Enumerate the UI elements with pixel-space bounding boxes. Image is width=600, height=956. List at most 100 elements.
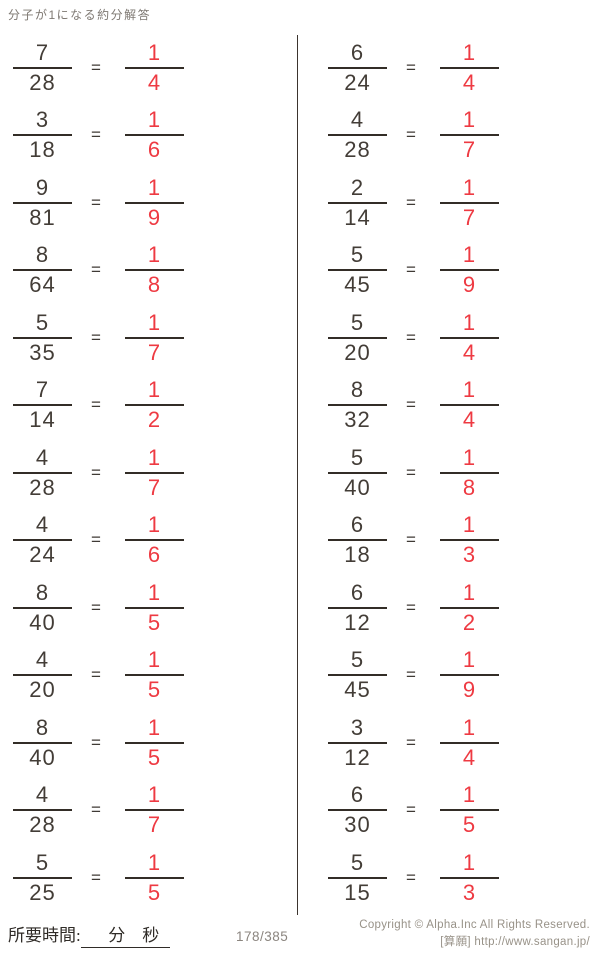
- problem-denominator: 28: [29, 474, 56, 500]
- fraction-bar: [328, 269, 387, 272]
- fraction-bar: [124, 134, 184, 137]
- problem-denominator: 15: [344, 879, 371, 905]
- problem-row: 4 28 = 1 7: [297, 102, 600, 170]
- time-required-label: 所要時間:: [8, 926, 81, 945]
- answer-fraction: 1 5: [439, 781, 499, 839]
- problem-numerator: 6: [350, 579, 365, 605]
- problem-denominator: 14: [344, 204, 371, 230]
- problem-row: 5 45 = 1 9: [297, 642, 600, 710]
- problem-denominator: 28: [344, 137, 371, 163]
- answer-denominator: 9: [462, 272, 477, 298]
- problem-fraction: 4 24: [13, 511, 72, 569]
- problem-row: 5 45 = 1 9: [297, 237, 600, 305]
- fraction-bar: [13, 404, 72, 407]
- fraction-bar: [13, 66, 72, 69]
- copyright-line: Copyright © Alpha.Inc All Rights Reserve…: [359, 919, 590, 931]
- site-url-line: [算願] http://www.sangan.jp/: [440, 936, 590, 948]
- problem-denominator: 40: [344, 474, 371, 500]
- fraction-bar: [13, 471, 72, 474]
- answer-fraction: 1 5: [124, 579, 184, 637]
- problem-denominator: 14: [29, 407, 56, 433]
- problem-fraction: 5 35: [13, 309, 72, 367]
- fraction-bar: [124, 269, 184, 272]
- answer-denominator: 8: [462, 474, 477, 500]
- answer-fraction: 1 3: [439, 849, 499, 907]
- answer-denominator: 4: [462, 407, 477, 433]
- fraction-bar: [13, 674, 72, 677]
- problem-fraction: 8 64: [13, 241, 72, 299]
- problem-denominator: 81: [29, 204, 56, 230]
- fraction-bar: [13, 269, 72, 272]
- problem-numerator: 4: [35, 444, 50, 470]
- equals-sign: =: [406, 597, 416, 617]
- equals-sign: =: [406, 125, 416, 145]
- equals-sign: =: [91, 597, 101, 617]
- problem-row: 2 14 = 1 7: [297, 169, 600, 237]
- problem-row: 4 28 = 1 7: [0, 777, 297, 845]
- problem-numerator: 8: [35, 242, 50, 268]
- equals-sign: =: [91, 530, 101, 550]
- problem-numerator: 7: [35, 39, 50, 65]
- fraction-bar: [328, 201, 387, 204]
- fraction-bar: [439, 134, 499, 137]
- problem-numerator: 5: [350, 444, 365, 470]
- problem-fraction: 6 24: [328, 39, 387, 97]
- answer-denominator: 7: [147, 474, 162, 500]
- fraction-bar: [13, 809, 72, 812]
- answer-denominator: 4: [462, 744, 477, 770]
- problem-row: 5 35 = 1 7: [0, 304, 297, 372]
- fraction-bar: [124, 201, 184, 204]
- fraction-bar: [328, 606, 387, 609]
- equals-sign: =: [406, 57, 416, 77]
- fraction-bar: [124, 539, 184, 542]
- problem-numerator: 3: [350, 714, 365, 740]
- problem-row: 9 81 = 1 9: [0, 169, 297, 237]
- answer-numerator: 1: [462, 444, 477, 470]
- time-blank-line: 分 秒: [80, 921, 170, 948]
- fraction-bar: [124, 66, 184, 69]
- problem-row: 6 24 = 1 4: [297, 34, 600, 102]
- fraction-bar: [439, 809, 499, 812]
- problem-numerator: 5: [35, 309, 50, 335]
- fraction-bar: [439, 66, 499, 69]
- answer-fraction: 1 4: [439, 376, 499, 434]
- problem-numerator: 4: [35, 647, 50, 673]
- problem-fraction: 6 12: [328, 579, 387, 637]
- problem-row: 5 20 = 1 4: [297, 304, 600, 372]
- answer-denominator: 9: [147, 204, 162, 230]
- problem-numerator: 7: [35, 377, 50, 403]
- problem-fraction: 3 12: [328, 714, 387, 772]
- answer-denominator: 7: [462, 137, 477, 163]
- problem-row: 7 28 = 1 4: [0, 34, 297, 102]
- fraction-bar: [124, 809, 184, 812]
- equals-sign: =: [406, 867, 416, 887]
- problem-row: 5 15 = 1 3: [297, 844, 600, 912]
- problem-fraction: 9 81: [13, 174, 72, 232]
- answer-numerator: 1: [462, 39, 477, 65]
- problem-row: 8 64 = 1 8: [0, 237, 297, 305]
- fraction-bar: [124, 876, 184, 879]
- answer-denominator: 2: [147, 407, 162, 433]
- answer-numerator: 1: [147, 512, 162, 538]
- answer-fraction: 1 7: [124, 444, 184, 502]
- answer-fraction: 1 9: [439, 241, 499, 299]
- answer-numerator: 1: [462, 512, 477, 538]
- problem-fraction: 5 15: [328, 849, 387, 907]
- fraction-bar: [439, 336, 499, 339]
- answer-denominator: 5: [147, 609, 162, 635]
- problem-numerator: 3: [35, 107, 50, 133]
- fraction-bar: [13, 539, 72, 542]
- equals-sign: =: [91, 732, 101, 752]
- answer-fraction: 1 5: [124, 714, 184, 772]
- answer-fraction: 1 8: [124, 241, 184, 299]
- problem-numerator: 4: [35, 782, 50, 808]
- answer-denominator: 4: [147, 69, 162, 95]
- problem-fraction: 7 28: [13, 39, 72, 97]
- problem-denominator: 28: [29, 812, 56, 838]
- equals-sign: =: [406, 327, 416, 347]
- answer-numerator: 1: [462, 377, 477, 403]
- problem-fraction: 8 40: [13, 714, 72, 772]
- problem-numerator: 5: [350, 849, 365, 875]
- answer-denominator: 4: [462, 69, 477, 95]
